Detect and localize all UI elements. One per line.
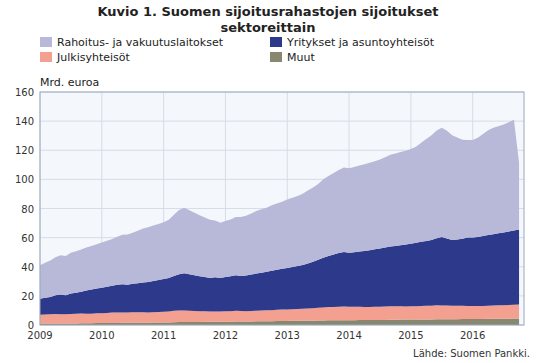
legend-swatch [270, 37, 282, 47]
areas [40, 120, 519, 325]
legend: Rahoitus- ja vakuutuslaitokset Yritykset … [40, 36, 435, 64]
area [40, 120, 519, 299]
legend-swatch [40, 52, 52, 62]
y-tick-label: 40 [21, 262, 34, 273]
axes: 0204060801001201401602009201020112012201… [15, 87, 486, 341]
y-tick-label: 120 [15, 145, 34, 156]
grid-line-y [40, 121, 524, 122]
legend-label: Julkisyhteisöt [56, 51, 131, 64]
legend-swatch [270, 52, 282, 62]
x-tick-label: 2013 [275, 330, 300, 341]
source: Lähde: Suomen Pankki. [413, 348, 530, 359]
y-tick-label: 80 [21, 204, 34, 215]
y-tick-label: 60 [21, 233, 34, 244]
x-tick-label: 2014 [336, 330, 361, 341]
legend-swatch [40, 37, 52, 47]
grid [40, 92, 524, 325]
y-tick-label: 160 [15, 87, 34, 98]
legend-label: Muut [287, 51, 315, 64]
x-tick-label: 2010 [89, 330, 114, 341]
legend-label: Yritykset ja asuntoyhteisöt [286, 36, 435, 49]
x-tick-label: 2016 [460, 330, 485, 341]
plot-frame [40, 92, 524, 325]
title-line: sektoreittain [221, 20, 316, 35]
x-tick-label: 2015 [398, 330, 423, 341]
y-tick-label: 20 [21, 291, 34, 302]
x-tick-label: 2012 [213, 330, 238, 341]
y-tick-label: 100 [15, 174, 34, 185]
y-tick-label: 140 [15, 116, 34, 127]
title-line: Kuvio 1. Suomen sijoitusrahastojen sijoi… [97, 4, 438, 19]
x-tick-label: 2009 [27, 330, 52, 341]
x-tick-label: 2011 [151, 330, 176, 341]
plot-background [40, 92, 524, 325]
title: Kuvio 1. Suomen sijoitusrahastojen sijoi… [97, 4, 438, 35]
legend-label: Rahoitus- ja vakuutuslaitokset [57, 36, 224, 49]
y-axis-label: Mrd. euroa [40, 76, 99, 89]
chart: Kuvio 1. Suomen sijoitusrahastojen sijoi… [0, 0, 536, 363]
